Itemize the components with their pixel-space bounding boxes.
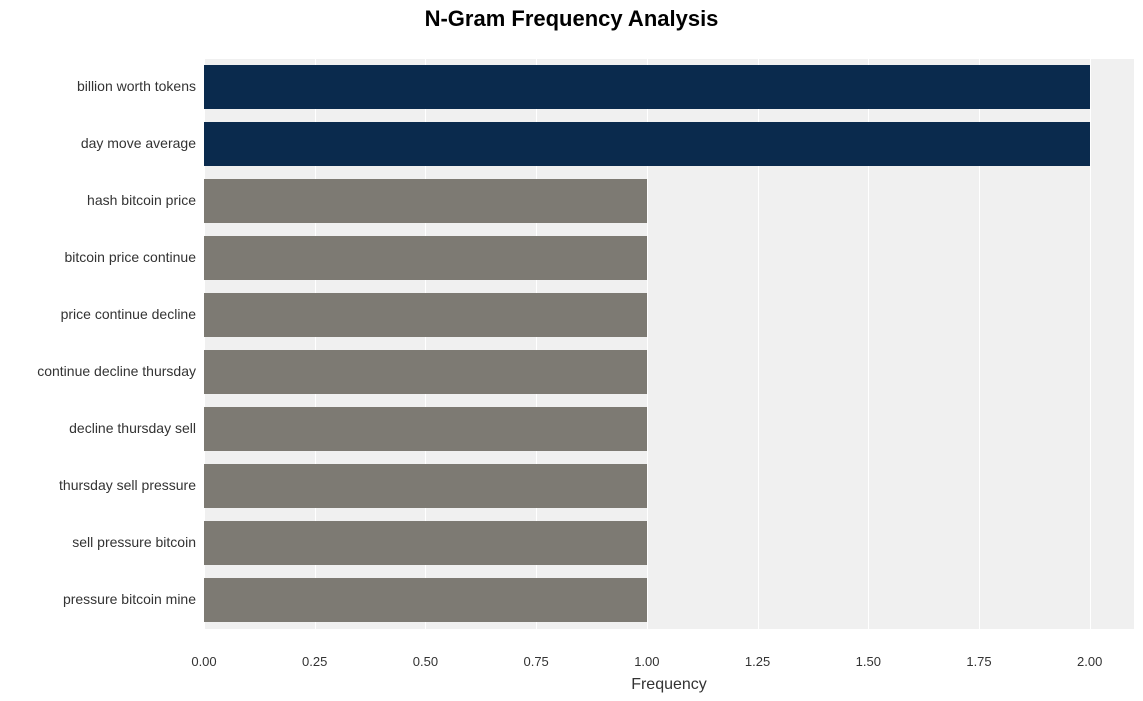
- chart-container: N-Gram Frequency Analysis Frequency bill…: [0, 0, 1143, 701]
- y-tick-label: continue decline thursday: [0, 363, 196, 379]
- bar: [204, 122, 1090, 166]
- y-tick-label: billion worth tokens: [0, 78, 196, 94]
- x-tick-label: 1.75: [966, 654, 991, 669]
- x-tick-label: 1.50: [856, 654, 881, 669]
- y-tick-label: pressure bitcoin mine: [0, 591, 196, 607]
- bar: [204, 407, 647, 451]
- gridline-v: [1090, 36, 1091, 636]
- bar: [204, 350, 647, 394]
- bar: [204, 578, 647, 622]
- x-tick-label: 0.50: [413, 654, 438, 669]
- x-tick-label: 1.00: [634, 654, 659, 669]
- x-axis-label: Frequency: [0, 676, 1143, 694]
- bar: [204, 179, 647, 223]
- bar: [204, 65, 1090, 109]
- y-tick-label: hash bitcoin price: [0, 192, 196, 208]
- y-tick-label: decline thursday sell: [0, 420, 196, 436]
- y-tick-label: sell pressure bitcoin: [0, 534, 196, 550]
- x-tick-label: 1.25: [745, 654, 770, 669]
- x-tick-label: 2.00: [1077, 654, 1102, 669]
- x-tick-label: 0.75: [523, 654, 548, 669]
- x-tick-label: 0.25: [302, 654, 327, 669]
- bar: [204, 293, 647, 337]
- bar: [204, 464, 647, 508]
- bar: [204, 521, 647, 565]
- y-tick-label: bitcoin price continue: [0, 249, 196, 265]
- y-tick-label: thursday sell pressure: [0, 477, 196, 493]
- y-tick-label: price continue decline: [0, 306, 196, 322]
- plot-area: [204, 36, 1134, 636]
- chart-title: N-Gram Frequency Analysis: [0, 6, 1143, 32]
- x-tick-label: 0.00: [191, 654, 216, 669]
- y-tick-label: day move average: [0, 135, 196, 151]
- bar: [204, 236, 647, 280]
